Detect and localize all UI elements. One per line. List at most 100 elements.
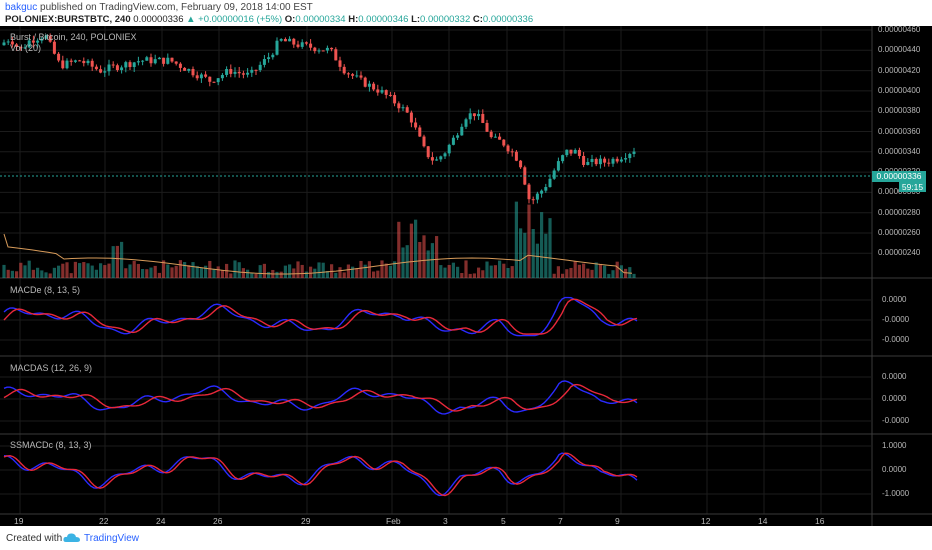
candle-body bbox=[82, 60, 86, 64]
volume-bar bbox=[569, 267, 573, 278]
time-tick-label: 14 bbox=[758, 516, 768, 526]
candle-body bbox=[456, 135, 460, 138]
candle-body bbox=[107, 64, 111, 72]
candle-body bbox=[208, 76, 212, 82]
volume-bar bbox=[351, 266, 355, 278]
candle-body bbox=[624, 158, 628, 160]
low-value: 0.00000332 bbox=[420, 14, 471, 25]
volume-bar bbox=[2, 264, 6, 278]
volume-bar bbox=[552, 273, 556, 278]
footer: Created with TradingView bbox=[0, 528, 932, 550]
candle-body bbox=[73, 60, 77, 62]
volume-bar bbox=[15, 271, 19, 278]
publish-info: published on TradingView.com, February 0… bbox=[40, 2, 313, 13]
macde-signal-line bbox=[3, 298, 638, 335]
macdas-fast-line bbox=[3, 380, 638, 415]
candle-body bbox=[36, 40, 40, 43]
candle-body bbox=[384, 90, 388, 95]
candle-body bbox=[422, 136, 426, 147]
volume-bar bbox=[199, 267, 203, 278]
candle-body bbox=[414, 122, 418, 128]
candle-body bbox=[31, 40, 35, 43]
candle-body bbox=[23, 47, 27, 49]
volume-bar bbox=[132, 260, 136, 278]
candle-body bbox=[468, 113, 472, 120]
time-tick-label: 9 bbox=[615, 516, 620, 526]
volume-bar bbox=[99, 263, 103, 278]
volume-bar bbox=[460, 273, 464, 278]
candle-body bbox=[225, 69, 229, 75]
candle-body bbox=[372, 83, 376, 90]
indicator-tick-label: 0.0000 bbox=[882, 372, 907, 381]
price-tick-label: 0.00000400 bbox=[878, 85, 921, 95]
candle-body bbox=[632, 151, 636, 154]
volume-bar bbox=[208, 260, 212, 278]
candle-body bbox=[19, 46, 23, 49]
candle-body bbox=[325, 47, 329, 51]
price-tick-label: 0.00000280 bbox=[878, 207, 921, 217]
volume-bar bbox=[451, 262, 455, 278]
volume-bar bbox=[527, 204, 531, 278]
last-price-badge: 0.00000336 bbox=[872, 171, 926, 182]
candle-body bbox=[346, 73, 350, 75]
candle-body bbox=[44, 35, 48, 39]
chart-area[interactable]: Burst / Bitcoin, 240, POLONIEX Vol (20) … bbox=[0, 25, 932, 526]
candle-body bbox=[338, 60, 342, 67]
open-label: O: bbox=[284, 14, 296, 25]
candle-body bbox=[443, 153, 447, 157]
indicator-tick-label: -0.0000 bbox=[882, 335, 910, 344]
candle-body bbox=[271, 54, 275, 58]
candle-body bbox=[237, 71, 241, 74]
volume-bar bbox=[36, 267, 40, 278]
volume-bar bbox=[170, 267, 174, 278]
volume-bar bbox=[367, 261, 371, 278]
candle-body bbox=[367, 83, 371, 87]
candle-body bbox=[573, 149, 577, 154]
volume-bar bbox=[598, 263, 602, 278]
last-price: 0.00000336 bbox=[133, 14, 184, 25]
candle-body bbox=[52, 41, 56, 54]
candle-body bbox=[65, 60, 69, 69]
candle-body bbox=[145, 57, 149, 61]
volume-bar bbox=[48, 273, 52, 278]
candle-body bbox=[460, 126, 464, 136]
macdas-title: MACDAS (12, 26, 9) bbox=[10, 363, 93, 373]
chart-canvas[interactable] bbox=[0, 26, 932, 526]
candle-body bbox=[124, 62, 128, 68]
volume-bar bbox=[300, 264, 304, 278]
volume-bar bbox=[187, 265, 191, 278]
close-value: 0.00000336 bbox=[482, 14, 534, 25]
volume-bar bbox=[115, 245, 119, 278]
volume-bar bbox=[481, 270, 485, 278]
volume-bar bbox=[531, 228, 535, 278]
volume-bar bbox=[283, 265, 287, 278]
time-tick-label: 22 bbox=[99, 516, 109, 526]
candle-body bbox=[141, 60, 145, 62]
candle-body bbox=[204, 74, 208, 77]
candle-body bbox=[376, 89, 380, 93]
time-tick-label: 3 bbox=[443, 516, 448, 526]
candle-body bbox=[241, 73, 245, 75]
candle-body bbox=[229, 69, 233, 74]
volume-bar bbox=[258, 265, 262, 278]
candle-body bbox=[544, 187, 548, 191]
candle-body bbox=[430, 157, 434, 161]
candle-body bbox=[615, 158, 619, 162]
candle-body bbox=[48, 35, 52, 42]
volume-bar bbox=[136, 263, 140, 278]
volume-bar bbox=[456, 266, 460, 278]
candle-body bbox=[594, 158, 598, 165]
volume-bar bbox=[561, 273, 565, 278]
volume-bar bbox=[78, 263, 82, 278]
candle-body bbox=[174, 61, 178, 64]
candle-body bbox=[498, 136, 502, 140]
candle-body bbox=[359, 75, 363, 78]
volume-bar bbox=[65, 262, 69, 278]
volume-bar bbox=[27, 260, 31, 278]
candle-body bbox=[464, 119, 468, 127]
volume-bar bbox=[275, 271, 279, 278]
author-link[interactable]: bakguc bbox=[5, 2, 38, 13]
volume-bar bbox=[582, 263, 586, 278]
tradingview-link[interactable]: TradingView bbox=[84, 533, 140, 544]
price-tick-label: 0.00000460 bbox=[878, 25, 921, 34]
